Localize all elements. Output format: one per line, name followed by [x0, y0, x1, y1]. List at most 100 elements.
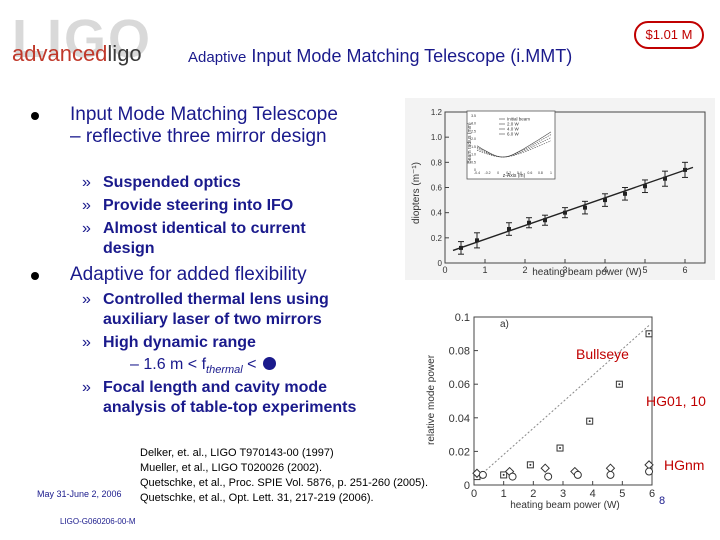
footer-date: May 31-June 2, 2006: [37, 489, 122, 499]
y-tick-label: 0.08: [449, 346, 470, 358]
reference-item: Mueller, et al., LIGO T020026 (2002).: [140, 462, 323, 474]
x-tick-label: 6: [682, 265, 687, 275]
circle-marker: [508, 472, 517, 481]
title-main: Input Mode Matching Telescope (i.MMT): [251, 46, 573, 66]
y-tick-label: 0.8: [431, 158, 443, 167]
inset-x-tick-label: -0.4: [474, 171, 480, 175]
inset-y-tick-label: 3.0: [471, 122, 476, 126]
inset-y-tick-label: 1.0: [471, 153, 476, 157]
bullet-dot-icon: [31, 112, 39, 120]
annotation-hgnm: HGnm: [664, 457, 704, 473]
annotation-hg01-10: HG01, 10: [646, 393, 706, 409]
data-point: [683, 167, 687, 172]
page-number: 8: [659, 495, 666, 507]
x-tick-label: 3: [562, 265, 567, 275]
y-tick-label: 0.1: [455, 312, 470, 324]
circle-marker: [645, 467, 654, 476]
x-tick-label: 3: [560, 488, 566, 500]
data-point: [459, 245, 463, 250]
data-point: [475, 238, 479, 243]
inset-curve: [476, 134, 552, 158]
square-marker-dot: [648, 332, 651, 335]
x-tick-label: 1: [482, 265, 487, 275]
range-formula-subscript: thermal: [206, 364, 243, 377]
inset-x-tick-label: 0.6: [527, 171, 532, 175]
inset-x-tick-label: 1: [550, 171, 552, 175]
chart-marks: [452, 161, 694, 255]
footer-doc-id: LIGO-G060206-00-M: [60, 517, 136, 526]
data-point: [643, 184, 647, 189]
square-marker-dot: [618, 383, 621, 386]
panel-label: a): [500, 319, 509, 330]
reference-item: Delker, et. al., LIGO T970143-00 (1997): [140, 447, 334, 459]
x-tick-label: 5: [619, 488, 625, 500]
y-tick-label: 1.0: [431, 133, 443, 142]
data-point: [623, 191, 627, 196]
chevron-right-icon: »: [82, 379, 91, 396]
inset-y-label: Beam radius (mm): [467, 122, 473, 163]
plot-frame: [473, 316, 653, 486]
inset-x-label: z-Axis (m): [503, 173, 526, 179]
data-point: [663, 176, 667, 181]
y-tick-label: 0.6: [431, 184, 443, 193]
inset-y-tick-label: 0: [474, 168, 476, 172]
y-tick-label: 0.2: [431, 234, 443, 243]
inset-legend-entry: Initial beam: [507, 117, 530, 122]
x-tick-label: 6: [649, 488, 655, 500]
x-tick-label: 0: [442, 265, 447, 275]
data-point: [543, 218, 547, 223]
inset-x-tick-label: -0.2: [485, 171, 491, 175]
x-tick-label: 2: [522, 265, 527, 275]
bullet-2-sub-2: High dynamic range: [103, 334, 256, 351]
y-axis-label: diopters (m⁻¹): [411, 162, 422, 224]
bullet-1-text: Input Mode Matching Telescope – reflecti…: [70, 104, 338, 147]
range-formula-prefix: – 1.6 m < f: [130, 356, 207, 373]
title-prefix: Adaptive: [188, 49, 247, 66]
inset-curve: [476, 137, 552, 158]
square-marker-dot: [588, 420, 591, 423]
circle-marker: [478, 470, 487, 479]
logo-part-advanced: advanced: [12, 41, 108, 66]
y-tick-label: 0: [464, 480, 470, 492]
circle-marker: [544, 472, 553, 481]
y-tick-label: 0.02: [449, 446, 470, 458]
circle-marker: [606, 470, 615, 479]
diopters-chart: 0 1 2 3 4 5 6 0 0.2 0.4 0.6 0.8 1.0 1.2 diopters (m⁻¹…: [405, 98, 715, 280]
circle-marker: [573, 470, 582, 479]
inset-x-tick-label: 0.4: [517, 171, 522, 175]
cost-badge: $1.01 M: [634, 21, 704, 49]
inset-y-tick-label: 0.5: [471, 160, 476, 164]
chart-marks: [472, 325, 654, 481]
references-list: Delker, et. al., LIGO T970143-00 (1997) …: [140, 446, 428, 506]
chevron-right-icon: »: [82, 197, 91, 214]
mode-power-chart: 0 1 2 3 4 5 6 0 0.02 0.04 0.06 0.08 0.1 a) relative …: [426, 312, 706, 511]
range-formula-suffix: <: [242, 356, 261, 373]
bullet-dot-icon: [31, 272, 39, 280]
y-tick-label: 0.04: [449, 413, 470, 425]
inset-y-tick-label: 2.5: [471, 129, 476, 133]
data-point: [527, 220, 531, 225]
data-point: [507, 227, 511, 232]
diamond-marker: [540, 463, 550, 473]
x-tick-label: 2: [530, 488, 536, 500]
chart-axes: 0 1 2 3 4 5 6 0 0.2 0.4 0.6 0.8 1.0 1.2: [431, 108, 706, 275]
logo-part-ligo: ligo: [107, 41, 142, 66]
y-tick-label: 1.2: [431, 108, 443, 117]
inset-y-tick-label: 2.0: [471, 137, 476, 141]
inset-legend-entry: 4.0 W: [507, 127, 520, 132]
reference-item: Quetschke, et al., Opt. Lett. 31, 217-21…: [140, 492, 374, 504]
chevron-right-icon: »: [82, 334, 91, 351]
reference-item: Quetschke, et al., Proc. SPIE Vol. 5876,…: [140, 477, 429, 489]
bullet-2-sub-3: Focal length and cavity mode analysis of…: [103, 379, 357, 416]
data-point: [603, 198, 607, 203]
range-formula: – 1.6 m < fthermal <: [130, 355, 276, 380]
data-point: [563, 210, 567, 215]
bullet-1-sub-2: Provide steering into IFO: [103, 197, 294, 214]
x-tick-label: 5: [642, 265, 647, 275]
inset-plot-frame: [466, 110, 556, 180]
square-marker-dot: [529, 463, 532, 466]
bullet-1-sub-3: Almost identical to current design: [103, 220, 306, 257]
inset-legend-entry: 6.0 W: [507, 132, 520, 137]
chevron-right-icon: »: [82, 291, 91, 308]
inset-y-tick-label: 1.5: [471, 145, 476, 149]
